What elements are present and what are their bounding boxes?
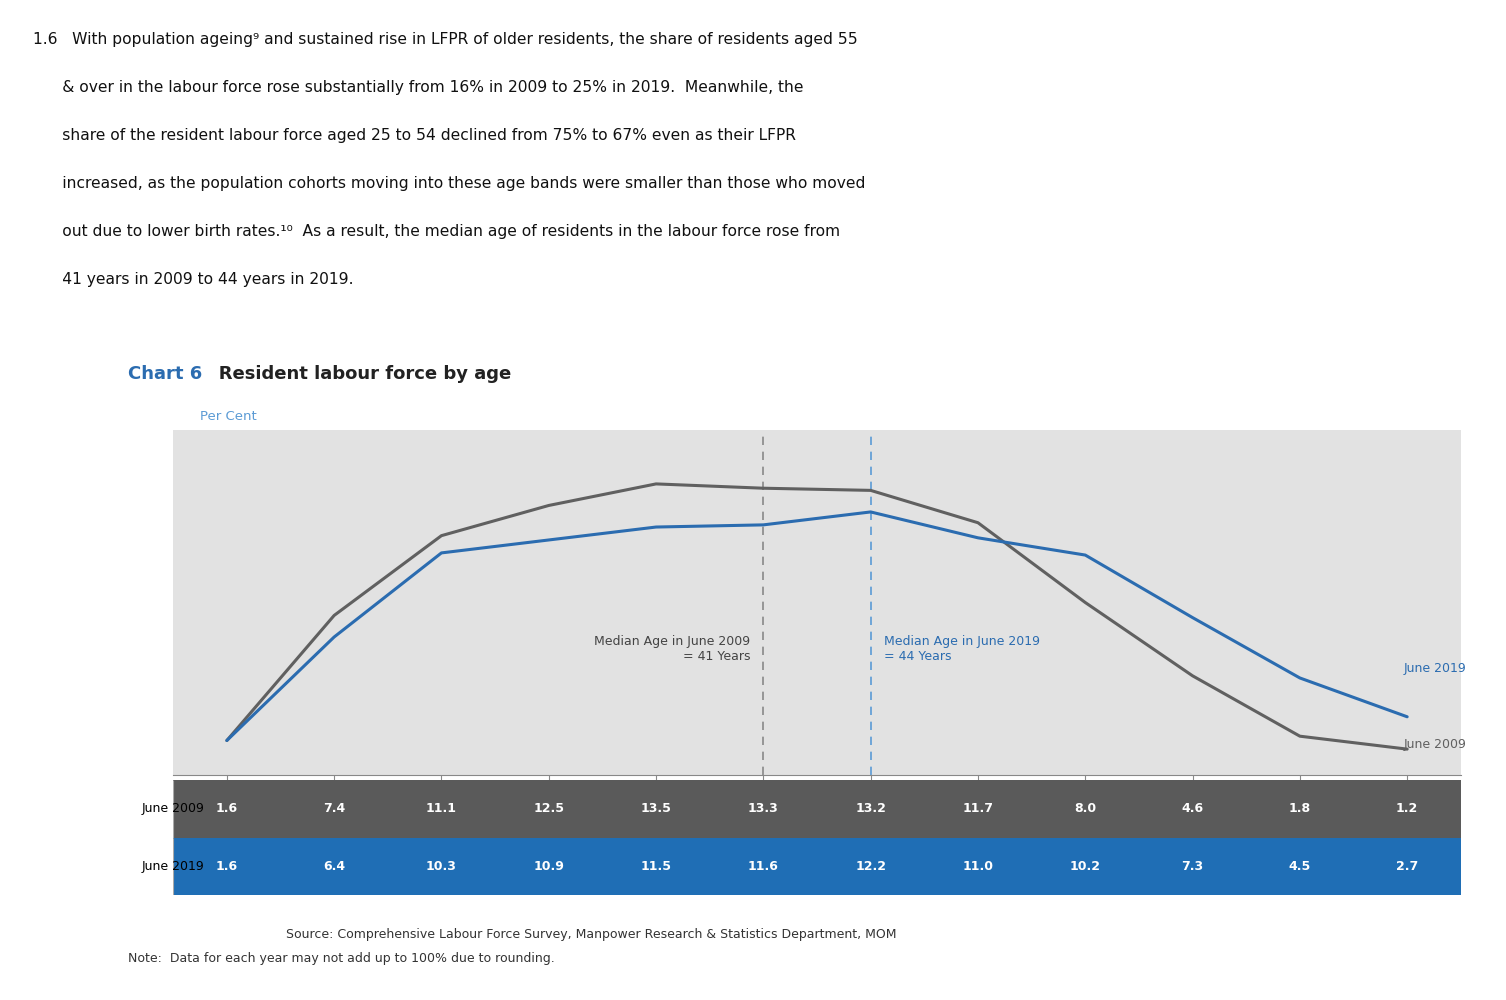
Text: June 2009: June 2009 — [1404, 738, 1467, 751]
Bar — [602, 780, 709, 838]
Text: 11.0: 11.0 — [962, 860, 994, 873]
Text: 2.7: 2.7 — [1396, 860, 1419, 873]
Bar — [1245, 780, 1354, 838]
Bar — [925, 780, 1032, 838]
Text: 11.1: 11.1 — [426, 802, 456, 815]
Text: & over in the labour force rose substantially from 16% in 2009 to 25% in 2019.  : & over in the labour force rose substant… — [33, 80, 804, 95]
Text: Median Age in June 2009
= 41 Years: Median Age in June 2009 = 41 Years — [595, 635, 750, 663]
Text: out due to lower birth rates.¹⁰  As a result, the median age of residents in the: out due to lower birth rates.¹⁰ As a res… — [33, 224, 840, 239]
Text: 11.5: 11.5 — [640, 860, 672, 873]
Text: 10.3: 10.3 — [426, 860, 456, 873]
Text: Median Age in June 2019
= 44 Years: Median Age in June 2019 = 44 Years — [884, 635, 1039, 663]
Text: Source: Comprehensive Labour Force Survey, Manpower Research & Statistics Depart: Source: Comprehensive Labour Force Surve… — [286, 928, 896, 941]
Text: 4.5: 4.5 — [1289, 860, 1312, 873]
Bar — [173, 838, 280, 895]
Text: Per Cent: Per Cent — [200, 410, 258, 423]
Text: Resident labour force by age: Resident labour force by age — [200, 365, 512, 383]
Bar — [602, 838, 709, 895]
Text: 8.0: 8.0 — [1074, 802, 1096, 815]
Text: 13.5: 13.5 — [640, 802, 672, 815]
Text: Chart 6: Chart 6 — [128, 365, 202, 383]
Text: 7.4: 7.4 — [322, 802, 345, 815]
Text: 41 years in 2009 to 44 years in 2019.: 41 years in 2009 to 44 years in 2019. — [33, 272, 354, 287]
Text: 6.4: 6.4 — [324, 860, 345, 873]
Text: 1.6   With population ageing⁹ and sustained rise in LFPR of older residents, the: 1.6 With population ageing⁹ and sustaine… — [33, 32, 858, 47]
Text: Note:  Data for each year may not add up to 100% due to rounding.: Note: Data for each year may not add up … — [128, 952, 554, 965]
Text: 1.6: 1.6 — [215, 860, 238, 873]
Text: June 2019: June 2019 — [142, 860, 205, 873]
Bar — [709, 780, 816, 838]
Text: 12.5: 12.5 — [533, 802, 565, 815]
Text: 13.2: 13.2 — [855, 802, 886, 815]
Text: increased, as the population cohorts moving into these age bands were smaller th: increased, as the population cohorts mov… — [33, 176, 866, 191]
Text: 4.6: 4.6 — [1182, 802, 1203, 815]
Bar — [1354, 780, 1461, 838]
Bar — [816, 780, 925, 838]
Bar — [173, 780, 280, 838]
Text: 1.6: 1.6 — [215, 802, 238, 815]
Bar — [389, 780, 495, 838]
Bar — [709, 838, 816, 895]
Bar — [925, 838, 1032, 895]
Text: June 2009: June 2009 — [142, 802, 205, 815]
Text: 10.2: 10.2 — [1069, 860, 1101, 873]
Text: 11.7: 11.7 — [962, 802, 994, 815]
Text: June 2019: June 2019 — [1404, 662, 1467, 675]
Bar — [1245, 838, 1354, 895]
Bar — [1139, 838, 1245, 895]
Text: 1.2: 1.2 — [1396, 802, 1419, 815]
Text: 10.9: 10.9 — [533, 860, 565, 873]
Text: 1.8: 1.8 — [1289, 802, 1310, 815]
Text: 7.3: 7.3 — [1182, 860, 1203, 873]
Bar — [816, 838, 925, 895]
Text: 13.3: 13.3 — [748, 802, 779, 815]
Bar — [495, 780, 602, 838]
Bar — [495, 838, 602, 895]
Bar — [1354, 838, 1461, 895]
Text: 11.6: 11.6 — [748, 860, 779, 873]
Bar — [389, 838, 495, 895]
Bar — [1139, 780, 1245, 838]
Bar — [1032, 780, 1139, 838]
Bar — [280, 838, 387, 895]
Text: share of the resident labour force aged 25 to 54 declined from 75% to 67% even a: share of the resident labour force aged … — [33, 128, 797, 143]
Bar — [1032, 838, 1139, 895]
Bar — [280, 780, 387, 838]
Text: 12.2: 12.2 — [855, 860, 886, 873]
